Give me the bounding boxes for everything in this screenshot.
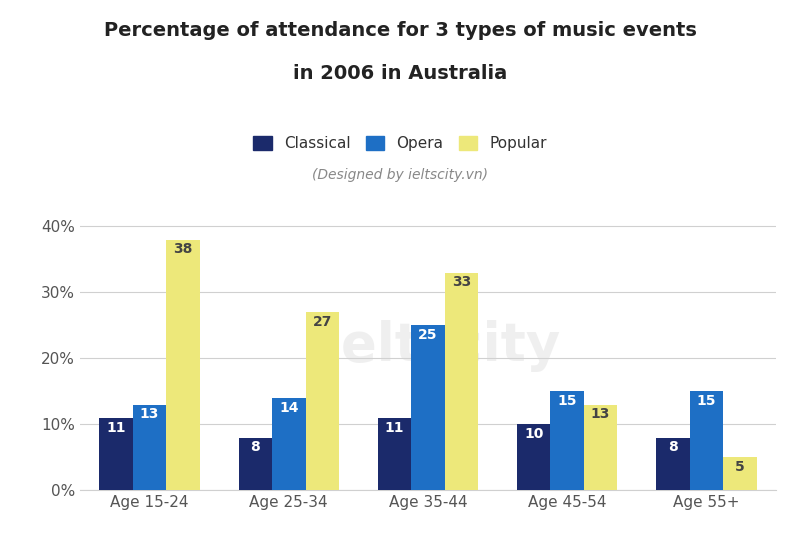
- Bar: [166, 240, 200, 490]
- Text: 11: 11: [106, 421, 126, 435]
- Text: 25: 25: [418, 328, 438, 342]
- Text: 15: 15: [697, 394, 716, 408]
- Bar: [99, 418, 133, 490]
- Bar: [517, 424, 550, 490]
- Text: (Designed by ieltscity.vn): (Designed by ieltscity.vn): [312, 168, 488, 182]
- Bar: [238, 438, 272, 490]
- Text: ieltscity: ieltscity: [323, 320, 561, 372]
- Bar: [133, 405, 166, 490]
- Legend: Classical, Opera, Popular: Classical, Opera, Popular: [247, 130, 553, 158]
- Text: 38: 38: [174, 243, 193, 256]
- Text: 10: 10: [524, 427, 543, 441]
- Bar: [272, 398, 306, 490]
- Text: 13: 13: [591, 407, 610, 422]
- Bar: [723, 457, 757, 490]
- Text: 27: 27: [313, 315, 332, 329]
- Text: 8: 8: [250, 440, 260, 455]
- Text: 13: 13: [140, 407, 159, 422]
- Bar: [411, 325, 445, 490]
- Text: 5: 5: [735, 461, 745, 474]
- Text: 33: 33: [452, 276, 471, 289]
- Text: 11: 11: [385, 421, 404, 435]
- Bar: [656, 438, 690, 490]
- Bar: [584, 405, 618, 490]
- Bar: [550, 391, 584, 490]
- Text: Percentage of attendance for 3 types of music events: Percentage of attendance for 3 types of …: [103, 21, 697, 41]
- Text: in 2006 in Australia: in 2006 in Australia: [293, 64, 507, 83]
- Text: 8: 8: [668, 440, 678, 455]
- Bar: [445, 272, 478, 490]
- Text: 14: 14: [279, 401, 298, 415]
- Text: 15: 15: [558, 394, 577, 408]
- Bar: [690, 391, 723, 490]
- Bar: [306, 312, 339, 490]
- Bar: [378, 418, 411, 490]
